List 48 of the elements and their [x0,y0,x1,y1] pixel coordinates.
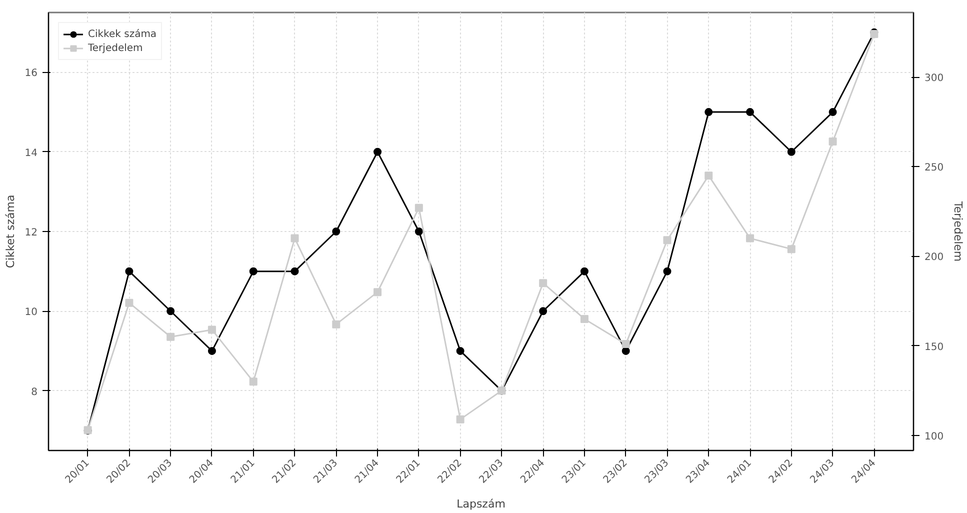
point [828,108,837,116]
legend-label: Terjedelem [88,42,143,54]
point [787,148,796,156]
point [787,245,796,254]
point [414,204,423,212]
point [746,234,754,242]
y2-tick-label: 100 [924,431,944,442]
legend-label: Cikkek száma [88,28,157,40]
point [580,267,588,276]
point [166,332,175,341]
point [290,234,299,242]
point [249,267,258,276]
y-tick-label: 8 [31,386,38,398]
point [663,236,672,244]
point [828,138,837,146]
y-tick-label: 14 [24,148,38,159]
point [622,340,630,348]
y-tick-label: 16 [24,68,38,80]
y2-tick-label: 300 [924,73,944,84]
point [539,307,548,316]
point [580,314,588,323]
y-axis-title: Cikket száma [4,194,17,268]
point [374,288,382,296]
point [374,148,382,156]
y-tick-label: 12 [24,228,38,238]
point [663,267,672,276]
y2-tick-label: 250 [924,162,944,174]
point [332,228,340,236]
point [249,378,258,386]
y2-tick-label: 200 [924,252,944,264]
point [456,346,464,355]
point [208,346,216,355]
point [290,267,299,276]
y2-tick-label: 150 [924,342,944,353]
point [332,320,340,328]
point [414,228,423,236]
point [704,108,713,116]
y-tick-label: 10 [24,307,38,318]
point [125,298,134,307]
point [208,326,216,334]
point [746,108,754,116]
point [166,307,175,316]
x-axis-title: Lapszám [456,498,506,511]
point [704,172,713,180]
point [456,415,464,424]
point [539,279,548,288]
y2-axis-title: Terjedelem [952,200,965,262]
point [125,267,134,276]
